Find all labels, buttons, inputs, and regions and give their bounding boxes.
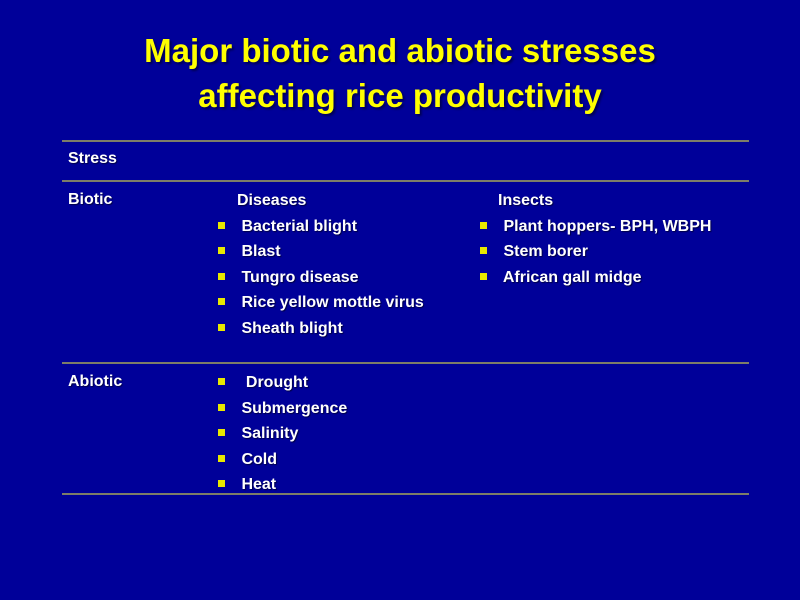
list-item: Sheath blight xyxy=(218,316,424,342)
list-item: Drought xyxy=(218,370,347,396)
list-item-label: Bacterial blight xyxy=(241,217,358,235)
list-item-label: Rice yellow mottle virus xyxy=(241,294,424,312)
bullet-icon xyxy=(480,272,487,280)
list-item-label: Drought xyxy=(241,374,309,391)
abiotic-group: Drought Submergence Salinity Cold Heat xyxy=(218,370,347,498)
table-top-divider xyxy=(62,140,749,142)
list-item: Plant hoppers- BPH, WBPH xyxy=(480,214,711,240)
list-item-label: Submergence xyxy=(241,399,348,417)
list-item: Heat xyxy=(218,472,347,498)
bullet-icon xyxy=(218,429,225,437)
list-item-label: Tungro disease xyxy=(241,268,359,286)
insects-group: Insects Plant hoppers- BPH, WBPH Stem bo… xyxy=(480,188,711,290)
bullet-icon xyxy=(218,221,225,229)
list-item-label: Salinity xyxy=(241,425,299,443)
list-item: African gall midge xyxy=(480,265,711,291)
list-item-label: Stem borer xyxy=(503,243,588,261)
bullet-icon xyxy=(480,247,487,255)
diseases-group: Diseases Bacterial blight Blast Tungro d… xyxy=(218,188,424,342)
list-item: Stem borer xyxy=(480,239,711,265)
list-item-label: African gall midge xyxy=(502,268,642,286)
bullet-icon xyxy=(218,323,225,331)
row-category-abiotic: Abiotic xyxy=(68,373,123,390)
list-item: Bacterial blight xyxy=(218,214,424,240)
list-item: Blast xyxy=(218,239,424,265)
bullet-icon xyxy=(480,221,487,229)
list-item-label: Plant hoppers- BPH, WBPH xyxy=(503,217,712,235)
slide-title-line2: affecting rice productivity xyxy=(198,77,602,114)
bullet-icon xyxy=(218,272,225,280)
table-header-stress: Stress xyxy=(68,150,117,167)
insects-heading: Insects xyxy=(498,192,554,209)
bullet-icon xyxy=(218,247,225,255)
table-header-divider xyxy=(62,180,749,182)
bullet-icon xyxy=(218,480,225,488)
list-item: Salinity xyxy=(218,421,347,447)
list-item-label: Heat xyxy=(241,476,277,494)
slide-title: Major biotic and abiotic stresses affect… xyxy=(0,28,800,118)
list-item: Cold xyxy=(218,447,347,473)
list-item: Submergence xyxy=(218,396,347,422)
diseases-heading: Diseases xyxy=(237,192,307,209)
list-item-label: Cold xyxy=(241,450,277,468)
bullet-icon xyxy=(218,403,225,411)
slide-title-line1: Major biotic and abiotic stresses xyxy=(144,32,656,69)
list-item-label: Blast xyxy=(241,243,281,261)
row-category-biotic: Biotic xyxy=(68,191,113,208)
table-row-divider xyxy=(62,362,749,364)
list-item: Tungro disease xyxy=(218,265,424,291)
bullet-icon xyxy=(218,298,225,306)
bullet-icon xyxy=(218,454,225,462)
list-item: Rice yellow mottle virus xyxy=(218,290,424,316)
table-bottom-divider xyxy=(62,493,749,495)
list-item-label: Sheath blight xyxy=(241,319,343,337)
bullet-icon xyxy=(218,378,225,385)
